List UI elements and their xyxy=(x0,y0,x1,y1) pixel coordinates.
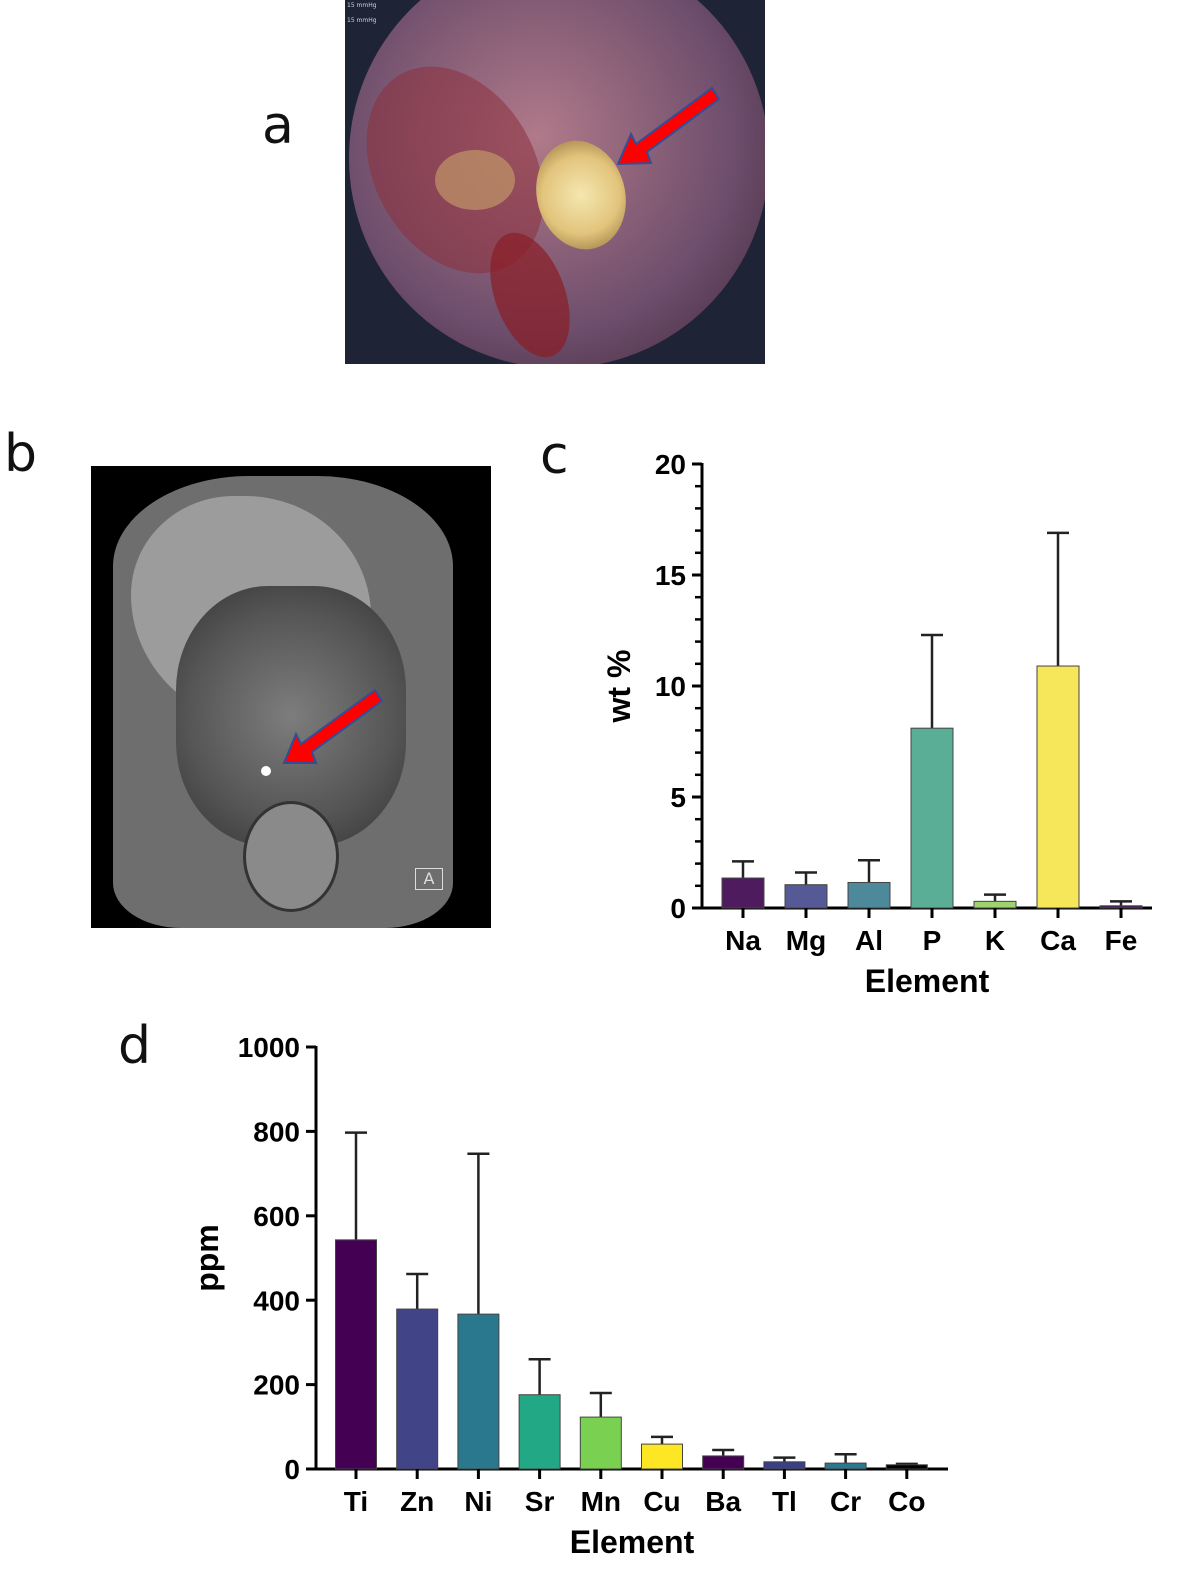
x-tick-label: K xyxy=(985,925,1005,956)
osd-line-2: 15 mmHg xyxy=(347,17,377,24)
y-tick-label: 600 xyxy=(253,1201,300,1232)
bar-sr xyxy=(518,1394,561,1470)
bar-na xyxy=(721,877,765,909)
x-tick-label: Cr xyxy=(830,1486,861,1517)
x-tick-label: Ba xyxy=(705,1486,741,1517)
bar-k xyxy=(973,900,1017,909)
panel-label-c: c xyxy=(540,426,569,486)
x-tick-label: Mg xyxy=(786,925,826,956)
y-tick-label: 5 xyxy=(670,782,686,813)
x-tick-label: Sr xyxy=(525,1486,555,1517)
bar-ni xyxy=(457,1313,500,1470)
y-tick-label: 0 xyxy=(284,1454,300,1485)
debris xyxy=(435,150,515,210)
bar-zn xyxy=(396,1308,439,1470)
x-tick-label: Ca xyxy=(1040,925,1076,956)
y-axis-label: wt % xyxy=(601,650,637,724)
orientation-marker: A xyxy=(415,868,443,890)
y-tick-label: 200 xyxy=(253,1370,300,1401)
y-tick-label: 15 xyxy=(655,560,686,591)
calcified-stone xyxy=(261,766,271,776)
x-tick-label: Ti xyxy=(344,1486,368,1517)
x-tick-label: Fe xyxy=(1105,925,1138,956)
panel-label-d: d xyxy=(118,1016,152,1076)
chart-ppm: 0 200 400 600 800 1000 Ti Zn Ni Sr Mn Cu Ba Tl Cr Co Ele… xyxy=(189,1032,948,1560)
x-axis-label: Element xyxy=(865,963,990,999)
y-tick-label: 800 xyxy=(253,1116,300,1147)
bar-al xyxy=(847,881,891,909)
bladder-region xyxy=(243,801,339,912)
red-arrow-icon xyxy=(282,688,384,764)
x-tick-label: Al xyxy=(855,925,883,956)
laparoscopic-photo: 15 mmHg 15 mmHg xyxy=(345,0,765,364)
bar-co xyxy=(885,1464,928,1470)
y-tick-label: 0 xyxy=(670,893,686,924)
x-tick-label: Co xyxy=(888,1486,925,1517)
bar-cr xyxy=(824,1462,867,1470)
x-axis-label: Element xyxy=(570,1524,695,1560)
bar-p xyxy=(910,727,954,909)
osd-line-1: 15 mmHg xyxy=(347,2,377,9)
x-tick-label: Tl xyxy=(772,1486,797,1517)
y-tick-label: 400 xyxy=(253,1285,300,1316)
bar-mg xyxy=(784,884,828,909)
x-tick-label: Zn xyxy=(400,1486,434,1517)
x-tick-label: Ni xyxy=(464,1486,492,1517)
y-tick-label: 10 xyxy=(655,671,686,702)
x-tick-label: P xyxy=(923,925,942,956)
y-axis-label: ppm xyxy=(189,1224,225,1292)
y-tick-label: 1000 xyxy=(238,1032,300,1063)
y-tick-label: 20 xyxy=(655,449,686,480)
bar-mn xyxy=(579,1416,622,1470)
bar-fe xyxy=(1099,905,1143,909)
panel-label-a: a xyxy=(262,96,294,156)
red-arrow-icon xyxy=(616,86,721,166)
bar-ca xyxy=(1036,665,1080,909)
ct-scan-image: A xyxy=(91,466,491,928)
x-tick-label: Mn xyxy=(581,1486,621,1517)
bar-ti xyxy=(335,1239,377,1470)
x-tick-label: Na xyxy=(725,925,761,956)
bar-tl xyxy=(763,1461,806,1470)
bar-ba xyxy=(702,1455,745,1470)
chart-wt-percent: 0 5 10 15 20 Na Mg Al P K Ca Fe Element wt % xyxy=(601,449,1152,999)
x-tick-label: Cu xyxy=(643,1486,680,1517)
bar-cu xyxy=(641,1443,683,1470)
panel-label-b: b xyxy=(4,424,38,484)
